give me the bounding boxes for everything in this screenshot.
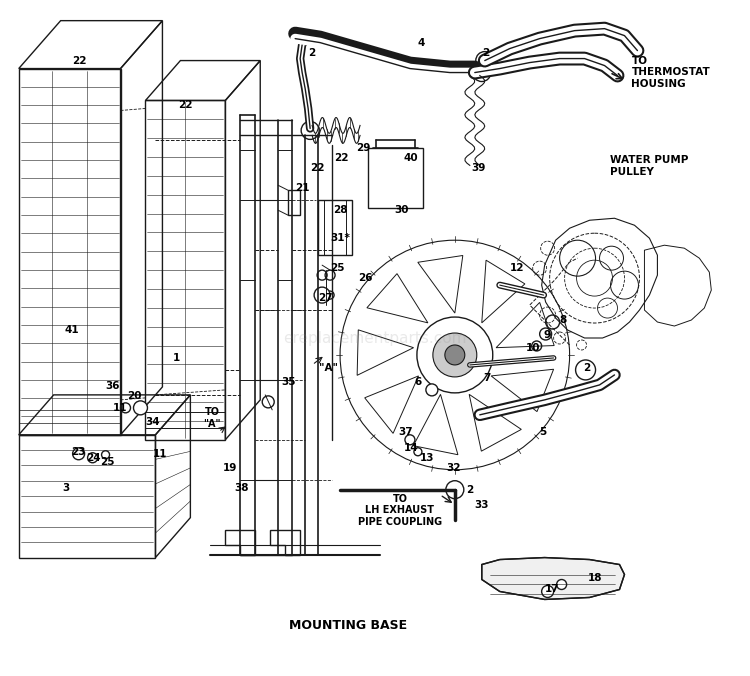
- Text: 32: 32: [446, 463, 460, 473]
- Text: 20: 20: [128, 391, 142, 401]
- Text: 22: 22: [310, 164, 325, 173]
- Text: 5: 5: [540, 427, 547, 437]
- Text: 21: 21: [296, 183, 310, 193]
- Text: 29: 29: [356, 143, 370, 153]
- Text: 17: 17: [544, 585, 560, 594]
- Text: 2: 2: [584, 363, 591, 373]
- Text: 2: 2: [308, 47, 316, 57]
- Text: TO
"A": TO "A": [203, 407, 221, 429]
- Text: 22: 22: [178, 101, 193, 110]
- Text: "A": "A": [319, 363, 338, 373]
- Text: 2: 2: [482, 47, 489, 57]
- Text: 25: 25: [330, 263, 344, 273]
- Circle shape: [88, 453, 98, 463]
- Text: 18: 18: [587, 573, 602, 583]
- Circle shape: [556, 579, 566, 589]
- Text: 13: 13: [420, 453, 434, 463]
- Text: TO
THERMOSTAT
HOUSING: TO THERMOSTAT HOUSING: [632, 55, 710, 89]
- Text: 39: 39: [472, 164, 486, 173]
- Text: 1: 1: [172, 353, 180, 363]
- Circle shape: [73, 448, 85, 460]
- Circle shape: [101, 451, 109, 459]
- Text: 30: 30: [394, 206, 409, 215]
- Text: 23: 23: [70, 447, 86, 457]
- Circle shape: [314, 287, 330, 303]
- Text: 7: 7: [483, 373, 490, 383]
- Circle shape: [134, 401, 148, 415]
- Text: 41: 41: [64, 325, 80, 335]
- Text: 36: 36: [106, 381, 120, 391]
- Text: 27: 27: [318, 293, 333, 303]
- Text: 40: 40: [404, 153, 418, 164]
- Text: 28: 28: [333, 206, 347, 215]
- Text: TO
LH EXHAUST
PIPE COUPLING: TO LH EXHAUST PIPE COUPLING: [358, 493, 442, 527]
- Circle shape: [426, 384, 438, 396]
- Text: 11: 11: [112, 403, 127, 413]
- Polygon shape: [482, 558, 625, 600]
- Text: 35: 35: [281, 377, 296, 387]
- Text: 2: 2: [466, 485, 473, 495]
- Bar: [368, 149, 423, 208]
- Circle shape: [405, 435, 415, 445]
- Circle shape: [433, 333, 477, 377]
- Circle shape: [317, 270, 327, 280]
- Text: 19: 19: [222, 463, 237, 473]
- Text: 12: 12: [510, 263, 524, 273]
- Text: WATER PUMP
PULLEY: WATER PUMP PULLEY: [610, 155, 688, 177]
- Text: 8: 8: [560, 315, 567, 325]
- Text: 22: 22: [334, 153, 349, 164]
- Text: 25: 25: [100, 457, 115, 466]
- Text: 33: 33: [475, 500, 489, 510]
- Text: 4: 4: [418, 38, 425, 47]
- Text: MOUNTING BASE: MOUNTING BASE: [289, 619, 407, 632]
- Text: 38: 38: [234, 483, 249, 493]
- Text: 22: 22: [73, 55, 87, 66]
- Circle shape: [542, 585, 554, 598]
- Text: 14: 14: [404, 443, 418, 453]
- Text: 3: 3: [63, 483, 70, 493]
- Circle shape: [414, 448, 422, 456]
- Circle shape: [262, 396, 274, 408]
- Text: 6: 6: [414, 377, 422, 387]
- Text: ereplacementparts.com: ereplacementparts.com: [284, 331, 466, 345]
- Text: 34: 34: [146, 417, 160, 427]
- Text: 37: 37: [398, 427, 412, 437]
- Text: 9: 9: [544, 330, 550, 340]
- Circle shape: [445, 345, 465, 365]
- Text: 31*: 31*: [330, 233, 350, 243]
- Text: 26: 26: [358, 273, 373, 283]
- Text: 10: 10: [526, 343, 540, 353]
- Text: 11: 11: [152, 449, 167, 459]
- Text: 24: 24: [86, 453, 101, 463]
